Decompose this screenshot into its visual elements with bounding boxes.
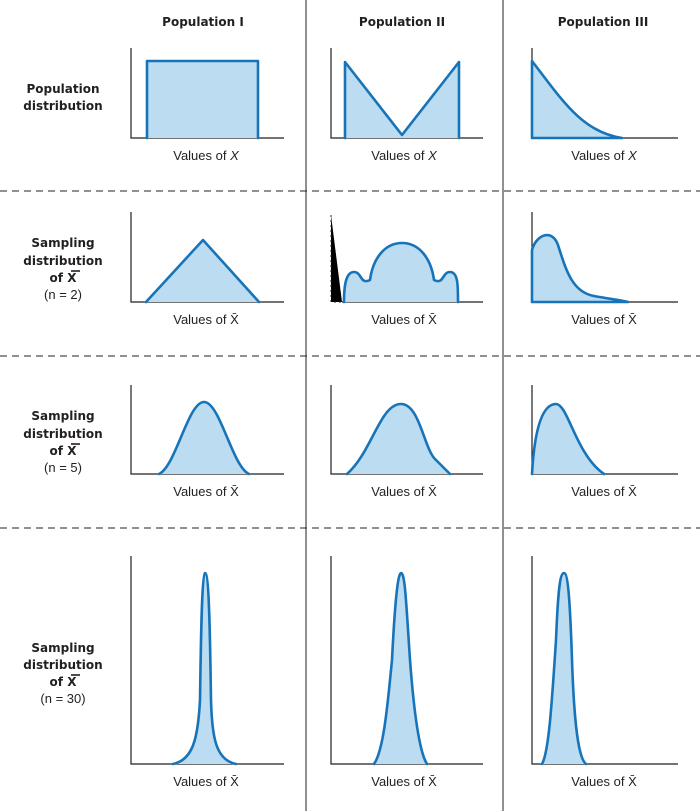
axis-label-pop1-row1: Values of X [173,148,240,163]
row-label-line: distribution [23,254,102,268]
column-header-population-3: Population III [558,15,649,29]
row-label-line: of X [50,271,78,285]
pop2-v-shaped-curve [343,60,461,140]
row-label-line: Sampling [31,236,94,250]
axis-pop2-row2-dashed [330,215,342,303]
pop3-n5-right-skewed-curve [530,402,606,476]
axis-pop3-row4 [531,556,678,765]
axis-label-pop2-row1: Values of X [371,148,438,163]
sample-size-label: (n = 5) [44,460,82,475]
row-label-line: Population [26,82,99,96]
row-label-line: of X [50,444,78,458]
axis-label-pop3-row1: Values of X [571,148,638,163]
pop2-n30-narrow-bell-curve [372,571,429,766]
column-header-population-1: Population I [162,15,244,29]
sample-size-label: (n = 2) [44,287,82,302]
row-label-line: of X [50,675,78,689]
row-label-line: distribution [23,658,102,672]
axis-label-pop2-row3: Values of X̄ [371,484,437,499]
axis-label-pop3-row2: Values of X̄ [571,312,637,327]
pop3-exponential-curve [530,59,624,140]
sample-size-label: (n = 30) [40,691,85,706]
pop1-uniform-curve [145,59,260,140]
pop1-n5-bell-curve [157,400,251,476]
row-label-line: distribution [23,427,102,441]
axis-label-pop3-row4: Values of X̄ [571,774,637,789]
row-label-sampling-n30: Sampling distribution of X (n = 30) [23,641,102,706]
row-label-line: distribution [23,99,102,113]
axis-label-pop1-row3: Values of X̄ [173,484,239,499]
axis-pop2-row4 [330,556,483,765]
column-header-population-2: Population II [359,15,445,29]
pop3-n2-right-skewed-curve [530,233,630,304]
axis-label-pop1-row2: Values of X̄ [173,312,239,327]
pop1-n30-narrow-bell-curve [171,571,238,766]
row-label-sampling-n2: Sampling distribution of X (n = 2) [23,236,102,302]
pop2-n5-bell-curve [345,402,452,476]
pop1-n2-triangular-curve [144,238,261,304]
distribution-curves [144,59,630,766]
axis-labels: Values of X Values of X Values of X Valu… [173,148,638,789]
axis-label-pop2-row2: Values of X̄ [371,312,437,327]
row-label-sampling-n5: Sampling distribution of X (n = 5) [23,409,102,475]
axis-label-pop1-row4: Values of X̄ [173,774,239,789]
pop2-n2-multimodal-curve [342,241,460,304]
pop3-n30-narrow-bell-curve [540,571,588,766]
row-label-population-distribution: Population distribution [23,82,102,113]
row-label-line: Sampling [31,409,94,423]
axis-label-pop2-row4: Values of X̄ [371,774,437,789]
row-label-line: Sampling [31,641,94,655]
axis-label-pop3-row3: Values of X̄ [571,484,637,499]
